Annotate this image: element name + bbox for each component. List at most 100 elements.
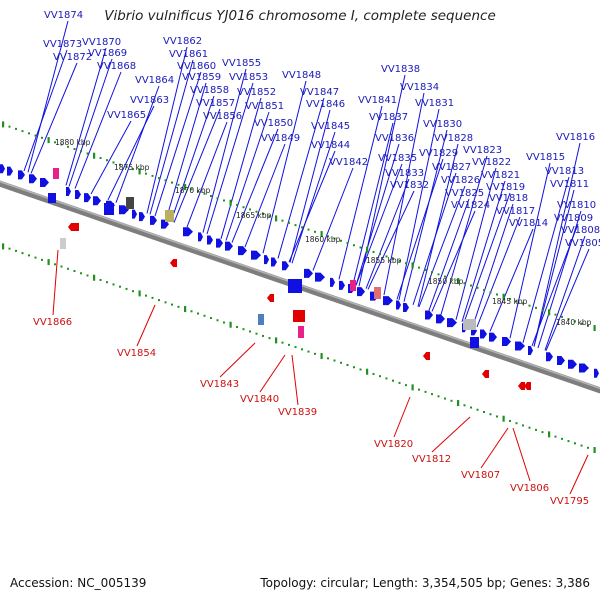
forward-gene-label[interactable]: VV1870 [82,37,121,48]
forward-gene-label[interactable]: VV1823 [463,145,502,156]
forward-gene-label[interactable]: VV1818 [489,193,528,204]
forward-gene-label[interactable]: VV1864 [135,75,174,86]
forward-gene-label[interactable]: VV1857 [196,98,235,109]
forward-gene-label[interactable]: VV1848 [282,70,321,81]
minor-tick [535,306,537,309]
forward-gene-label[interactable]: VV1873 [43,39,82,50]
kbp-label: 1850 kbp [428,277,464,286]
forward-gene-label[interactable]: VV1831 [415,98,454,109]
forward-gene-label[interactable]: VV1858 [190,85,229,96]
forward-gene-label[interactable]: VV1829 [419,148,458,159]
forward-gene-label[interactable]: VV1824 [451,200,490,211]
forward-gene-label[interactable]: VV1817 [496,206,535,217]
reverse-gene-label[interactable]: VV1795 [550,496,589,507]
kbp-label: 1875 kbp [114,163,150,172]
forward-gene-label[interactable]: VV1872 [53,52,92,63]
forward-gene-label[interactable]: VV1813 [545,166,584,177]
forward-gene-label[interactable]: VV1828 [434,133,473,144]
forward-gene-label[interactable]: VV1852 [237,87,276,98]
forward-gene-label[interactable]: VV1869 [88,48,127,59]
forward-gene-label[interactable]: VV1836 [375,133,414,144]
forward-gene-label[interactable]: VV1837 [369,112,408,123]
minor-tick [125,287,128,290]
forward-gene-label[interactable]: VV1860 [177,61,216,72]
reverse-gene-label[interactable]: VV1866 [33,317,72,328]
minor-tick [288,343,290,346]
forward-gene-label[interactable]: VV1855 [222,58,261,69]
forward-gene-label[interactable]: VV1861 [169,49,208,60]
minor-tick [307,228,310,231]
reverse-gene-label[interactable]: VV1807 [461,470,500,481]
minor-tick [450,399,453,402]
forward-gene-label[interactable]: VV1821 [481,170,520,181]
forward-gene-label[interactable]: VV1825 [445,188,484,199]
reverse-gene-label[interactable]: VV1806 [510,483,549,494]
forward-gene-label[interactable]: VV1865 [107,110,146,121]
minor-tick [392,257,394,260]
forward-gene-label[interactable]: VV1846 [306,99,345,110]
minor-tick [437,395,440,398]
forward-gene-label[interactable]: VV1805 [565,238,600,249]
forward-gene-label[interactable]: VV1845 [311,121,350,132]
forward-gene-label[interactable]: VV1822 [472,157,511,168]
forward-callout-line [338,105,383,280]
forward-gene-arrow [264,255,269,265]
forward-gene-label[interactable]: VV1850 [254,118,293,129]
major-tick [2,121,5,128]
minor-tick [398,259,401,262]
forward-gene-arrow [207,235,213,245]
forward-gene-label[interactable]: VV1826 [441,175,480,186]
forward-gene-arrow [29,174,37,184]
forward-gene-label[interactable]: VV1838 [381,64,420,75]
forward-gene-label[interactable]: VV1844 [311,140,350,151]
forward-gene-label[interactable]: VV1862 [163,36,202,47]
minor-tick [21,252,24,255]
forward-gene-label[interactable]: VV1808 [561,225,600,236]
forward-gene-label[interactable]: VV1827 [432,162,471,173]
forward-gene-label[interactable]: VV1853 [229,72,268,83]
forward-gene-label[interactable]: VV1832 [390,180,429,191]
forward-gene-label[interactable]: VV1810 [557,200,596,211]
forward-gene-arrow [251,250,261,260]
forward-callout-line [220,97,262,239]
reverse-gene-label[interactable]: VV1854 [117,348,156,359]
minor-tick [73,148,76,151]
forward-gene-label[interactable]: VV1847 [300,87,339,98]
minor-tick [483,289,485,291]
forward-gene-arrow [198,232,203,242]
forward-gene-label[interactable]: VV1863 [130,95,169,106]
forward-gene-label[interactable]: VV1811 [550,179,589,190]
minor-tick [41,258,43,261]
minor-tick [535,428,537,431]
reverse-gene-label[interactable]: VV1843 [200,379,239,390]
forward-callout-line [68,58,113,187]
major-tick [47,137,50,144]
forward-gene-arrow [0,164,5,174]
forward-gene-label[interactable]: VV1830 [423,119,462,130]
reverse-gene-label[interactable]: VV1839 [278,407,317,418]
forward-gene-label[interactable]: VV1874 [44,10,83,21]
forward-callout-line [206,82,254,235]
forward-gene-label[interactable]: VV1809 [554,213,593,224]
forward-gene-label[interactable]: VV1842 [329,157,368,168]
reverse-gene-label[interactable]: VV1820 [374,439,413,450]
forward-gene-label[interactable]: VV1814 [509,218,548,229]
forward-gene-label[interactable]: VV1816 [556,132,595,143]
minor-tick [249,330,251,333]
forward-gene-label[interactable]: VV1841 [358,95,397,106]
forward-gene-label[interactable]: VV1834 [400,82,439,93]
forward-gene-label[interactable]: VV1833 [385,168,424,179]
forward-gene-label[interactable]: VV1851 [245,101,284,112]
forward-gene-label[interactable]: VV1815 [526,152,565,163]
forward-gene-label[interactable]: VV1856 [203,111,242,122]
forward-gene-label[interactable]: VV1859 [182,72,221,83]
reverse-gene-label[interactable]: VV1812 [412,454,451,465]
reverse-gene-label[interactable]: VV1840 [240,394,279,405]
minor-tick [151,296,154,299]
forward-gene-label[interactable]: VV1819 [486,182,525,193]
forward-gene-label[interactable]: VV1849 [261,133,300,144]
forward-gene-label[interactable]: VV1835 [378,153,417,164]
minor-tick [541,309,544,312]
forward-gene-label[interactable]: VV1868 [97,61,136,72]
